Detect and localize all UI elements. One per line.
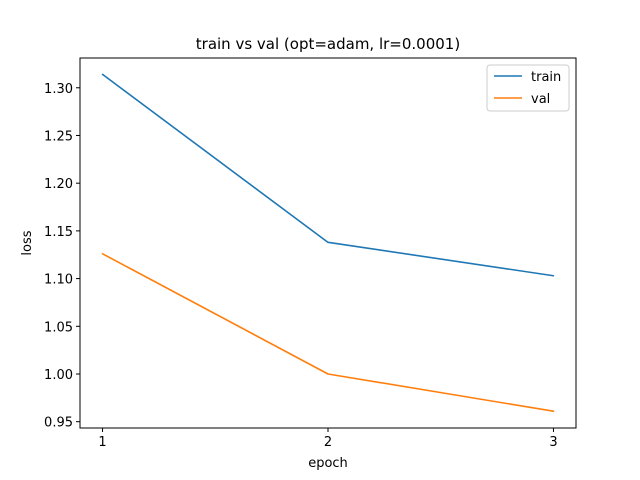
x-axis-label: epoch <box>308 456 348 471</box>
series-line-train <box>101 73 555 277</box>
x-tick-label: 3 <box>549 435 557 450</box>
y-axis-ticks: 0.95 1.00 1.05 1.10 1.15 1.20 1.25 1.30 <box>44 82 80 431</box>
series-line-val <box>101 252 555 413</box>
y-tick-label: 1.15 <box>44 225 73 240</box>
series-lines <box>101 73 555 413</box>
legend-items: train val <box>494 70 561 107</box>
y-tick-label: 1.20 <box>44 177 73 192</box>
y-tick-label: 1.25 <box>44 129 73 144</box>
x-tick-label: 2 <box>324 435 332 450</box>
y-tick-label: 1.30 <box>44 82 73 97</box>
legend-label-val: val <box>531 92 550 107</box>
chart-title: train vs val (opt=adam, lr=0.0001) <box>196 35 460 53</box>
y-tick-label: 1.00 <box>44 368 73 383</box>
y-tick-label: 0.95 <box>44 416 73 431</box>
plot-area <box>79 57 577 429</box>
y-tick-label: 1.10 <box>44 273 73 288</box>
y-axis-label: loss <box>20 230 35 255</box>
legend: train val <box>486 64 570 112</box>
legend-label-train: train <box>531 70 561 85</box>
x-tick-label: 1 <box>98 435 106 450</box>
x-axis-ticks: 1 2 3 <box>98 428 558 450</box>
y-tick-label: 1.05 <box>44 320 73 335</box>
